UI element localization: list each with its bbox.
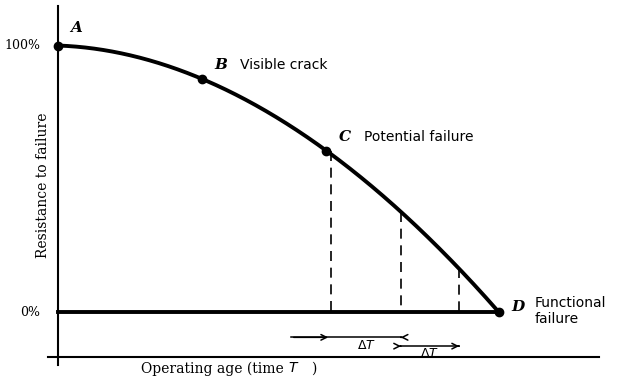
Text: Visible crack: Visible crack — [239, 58, 327, 72]
Text: D: D — [512, 300, 525, 314]
Text: 100%: 100% — [4, 39, 40, 52]
Text: $T$: $T$ — [288, 361, 300, 376]
Y-axis label: Resistance to failure: Resistance to failure — [36, 113, 50, 258]
Text: A: A — [71, 21, 82, 35]
Text: Functional
failure: Functional failure — [535, 296, 606, 326]
Text: $\Delta T$: $\Delta T$ — [420, 348, 440, 361]
Text: Operating age (time: Operating age (time — [141, 361, 288, 376]
Text: $\Delta T$: $\Delta T$ — [356, 339, 376, 352]
Text: 0%: 0% — [20, 306, 40, 319]
Text: Potential failure: Potential failure — [364, 130, 474, 144]
Text: B: B — [215, 58, 228, 72]
Text: C: C — [339, 130, 351, 144]
Text: ): ) — [311, 361, 316, 376]
